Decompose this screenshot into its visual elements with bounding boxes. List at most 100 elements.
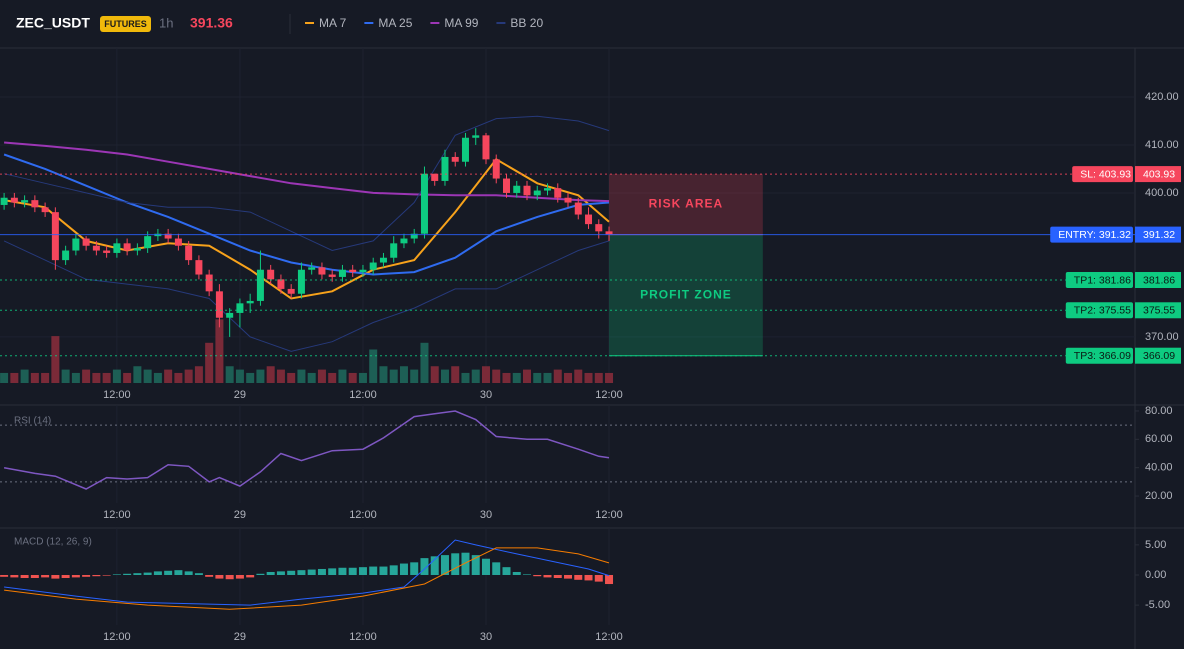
histogram-bar (317, 568, 326, 575)
macd-line (4, 547, 610, 610)
candle-body (215, 291, 223, 318)
volume-bar (82, 369, 91, 383)
candle-body (482, 135, 490, 160)
volume-bar (0, 372, 9, 383)
volume-bar (256, 369, 265, 383)
candle-body (92, 245, 100, 251)
level-value-bg (1135, 347, 1181, 364)
level-value-bg (1135, 272, 1181, 289)
histogram-bar (123, 573, 132, 575)
volume-bar (564, 372, 573, 383)
x-tick-label: 12:00 (595, 389, 623, 401)
y-tick-label: 420.00 (1145, 91, 1179, 103)
histogram-bar (276, 571, 285, 575)
x-tick-label: 30 (480, 631, 492, 643)
histogram-bar (184, 571, 193, 575)
candle-body (297, 269, 305, 294)
histogram-bar (338, 567, 347, 575)
candle-body (205, 274, 213, 292)
y-tick-label: 40.00 (1145, 462, 1173, 474)
legend-label: MA 99 (444, 16, 478, 30)
level-value-bg (1135, 166, 1181, 183)
volume-bar (235, 369, 244, 383)
candle-body (256, 269, 264, 301)
candle-body (564, 197, 572, 203)
histogram-bar (369, 566, 378, 575)
volume-bar (102, 372, 111, 383)
candle-body (164, 233, 172, 239)
volume-bar (451, 366, 460, 383)
level-label: TP3: 366.09 (1074, 350, 1131, 362)
y-tick-label: 0.00 (1145, 569, 1166, 581)
candle-body (72, 238, 80, 251)
volume-bar (512, 372, 521, 383)
volume-bar (543, 372, 552, 383)
candle-body (390, 243, 398, 258)
histogram-bar (61, 574, 70, 579)
histogram-bar (348, 567, 357, 575)
x-tick-label: 29 (234, 389, 246, 401)
volume-bar (123, 372, 132, 383)
candle-body (338, 269, 346, 277)
volume-bar (533, 372, 542, 383)
histogram-bar (153, 571, 162, 575)
candle-body (461, 137, 469, 162)
volume-bar (225, 366, 234, 383)
histogram-bar (307, 569, 316, 575)
volume-bar (10, 372, 19, 383)
zone-label: RISK AREA (649, 197, 724, 211)
candle-body (31, 200, 39, 208)
histogram-bar (420, 558, 429, 575)
volume-bar (287, 372, 296, 383)
candle-body (21, 200, 29, 203)
volume-bar (492, 369, 501, 383)
volume-bar (605, 372, 614, 383)
volume-bar (307, 372, 316, 383)
histogram-bar (523, 574, 532, 575)
y-tick-label: 60.00 (1145, 433, 1173, 445)
candle-body (133, 248, 141, 251)
histogram-bar (451, 553, 460, 575)
last-price: 391.36 (190, 15, 233, 31)
volume-bar (92, 372, 101, 383)
candle-body (174, 238, 182, 246)
candle-body (533, 190, 541, 196)
y-tick-label: 410.00 (1145, 139, 1179, 151)
volume-bar (194, 366, 203, 383)
level-value-bg (1135, 302, 1181, 319)
volume-bar (399, 366, 408, 383)
histogram-bar (533, 574, 542, 577)
y-tick-label: 5.00 (1145, 539, 1166, 551)
histogram-bar (205, 574, 214, 577)
candle-body (246, 300, 254, 304)
level-label: TP2: 375.55 (1074, 305, 1131, 317)
histogram-bar (41, 574, 50, 578)
volume-bar (584, 372, 593, 383)
volume-bar (338, 369, 347, 383)
volume-bar (594, 372, 603, 383)
level-value: 381.86 (1143, 274, 1175, 286)
volume-bar (205, 342, 214, 383)
volume-bar (481, 366, 490, 383)
rsi-line (3, 410, 610, 490)
candle-body (185, 245, 193, 261)
volume-bar (143, 369, 152, 383)
volume-bar (471, 369, 480, 383)
histogram-bar (266, 571, 275, 575)
volume-bar (276, 369, 285, 383)
histogram-bar (225, 574, 234, 580)
candle-body (523, 185, 531, 196)
histogram-bar (379, 566, 388, 575)
histogram-bar (112, 574, 121, 575)
volume-bar (358, 372, 367, 383)
histogram-bar (358, 567, 367, 575)
candle-body (472, 135, 480, 138)
volume-bar (461, 372, 470, 383)
candle-body (267, 269, 275, 280)
candle-body (349, 269, 357, 273)
volume-bar (266, 366, 275, 383)
volume-bar (133, 366, 142, 383)
level-label: ENTRY: 391.32 (1058, 229, 1131, 241)
histogram-bar (20, 574, 29, 579)
